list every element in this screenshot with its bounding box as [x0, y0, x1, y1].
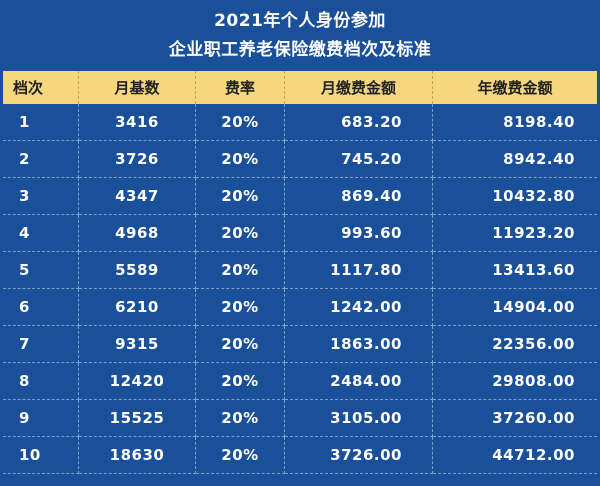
cell-monthly: 2484.00	[285, 363, 433, 400]
page-title: 2021年个人身份参加 企业职工养老保险缴费档次及标准	[3, 0, 597, 71]
cell-rate: 20%	[196, 326, 285, 363]
cell-yearly: 13413.60	[433, 252, 597, 289]
cell-base: 4347	[79, 178, 196, 215]
table-body: 1 3416 20% 683.20 8198.40 2 3726 20% 745.20 8942.…	[3, 104, 597, 474]
cell-yearly: 29808.00	[433, 363, 597, 400]
cell-monthly: 3726.00	[285, 437, 433, 474]
cell-monthly: 1863.00	[285, 326, 433, 363]
header-yearly: 年缴费金额	[433, 71, 597, 104]
cell-base: 12420	[79, 363, 196, 400]
cell-monthly: 1117.80	[285, 252, 433, 289]
header-rate: 费率	[196, 71, 285, 104]
table-row: 9 15525 20% 3105.00 37260.00	[3, 400, 597, 437]
cell-rate: 20%	[196, 289, 285, 326]
cell-rate: 20%	[196, 400, 285, 437]
table-row: 1 3416 20% 683.20 8198.40	[3, 104, 597, 141]
cell-yearly: 37260.00	[433, 400, 597, 437]
title-line-1: 2021年个人身份参加	[214, 10, 386, 31]
cell-level: 6	[3, 289, 79, 326]
header-base: 月基数	[79, 71, 196, 104]
table-row: 2 3726 20% 745.20 8942.40	[3, 141, 597, 178]
cell-level: 4	[3, 215, 79, 252]
cell-level: 1	[3, 104, 79, 141]
cell-base: 5589	[79, 252, 196, 289]
table-row: 3 4347 20% 869.40 10432.80	[3, 178, 597, 215]
cell-level: 10	[3, 437, 79, 474]
cell-yearly: 8198.40	[433, 104, 597, 141]
cell-rate: 20%	[196, 141, 285, 178]
table-header-row: 档次 月基数 费率 月缴费金额 年缴费金额	[3, 71, 597, 104]
cell-yearly: 8942.40	[433, 141, 597, 178]
cell-level: 5	[3, 252, 79, 289]
cell-level: 9	[3, 400, 79, 437]
header-level: 档次	[3, 71, 79, 104]
cell-yearly: 11923.20	[433, 215, 597, 252]
cell-yearly: 10432.80	[433, 178, 597, 215]
table-row: 8 12420 20% 2484.00 29808.00	[3, 363, 597, 400]
cell-yearly: 44712.00	[433, 437, 597, 474]
cell-rate: 20%	[196, 104, 285, 141]
cell-base: 3726	[79, 141, 196, 178]
cell-yearly: 14904.00	[433, 289, 597, 326]
cell-yearly: 22356.00	[433, 326, 597, 363]
cell-base: 6210	[79, 289, 196, 326]
cell-level: 7	[3, 326, 79, 363]
cell-rate: 20%	[196, 252, 285, 289]
table-row: 4 4968 20% 993.60 11923.20	[3, 215, 597, 252]
cell-monthly: 3105.00	[285, 400, 433, 437]
cell-monthly: 1242.00	[285, 289, 433, 326]
table-row: 5 5589 20% 1117.80 13413.60	[3, 252, 597, 289]
cell-rate: 20%	[196, 437, 285, 474]
contribution-table: 档次 月基数 费率 月缴费金额 年缴费金额 1 3416 20% 683.20 8198…	[3, 71, 597, 474]
cell-base: 18630	[79, 437, 196, 474]
cell-base: 9315	[79, 326, 196, 363]
cell-base: 3416	[79, 104, 196, 141]
header-monthly: 月缴费金额	[285, 71, 433, 104]
table-row: 6 6210 20% 1242.00 14904.00	[3, 289, 597, 326]
cell-monthly: 993.60	[285, 215, 433, 252]
cell-monthly: 683.20	[285, 104, 433, 141]
table-row: 7 9315 20% 1863.00 22356.00	[3, 326, 597, 363]
cell-rate: 20%	[196, 363, 285, 400]
cell-level: 3	[3, 178, 79, 215]
table-row: 10 18630 20% 3726.00 44712.00	[3, 437, 597, 474]
cell-level: 2	[3, 141, 79, 178]
cell-rate: 20%	[196, 178, 285, 215]
cell-monthly: 869.40	[285, 178, 433, 215]
cell-base: 15525	[79, 400, 196, 437]
cell-level: 8	[3, 363, 79, 400]
title-line-2: 企业职工养老保险缴费档次及标准	[168, 39, 432, 60]
cell-rate: 20%	[196, 215, 285, 252]
cell-monthly: 745.20	[285, 141, 433, 178]
cell-base: 4968	[79, 215, 196, 252]
